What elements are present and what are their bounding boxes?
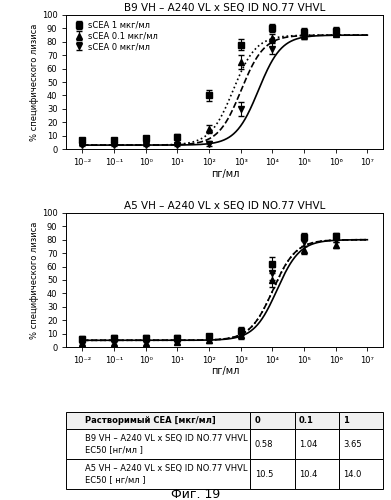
Y-axis label: % специфического лизиса: % специфического лизиса [30, 222, 39, 338]
Title: B9 VH – A240 VL x SEQ ID NO.77 VHVL: B9 VH – A240 VL x SEQ ID NO.77 VHVL [124, 3, 326, 13]
Text: Фиг. 19: Фиг. 19 [171, 488, 220, 500]
X-axis label: пг/мл: пг/мл [211, 168, 239, 178]
Y-axis label: % специфического лизиса: % специфического лизиса [30, 24, 39, 141]
Legend: sCEA 1 мкг/мл, sCEA 0.1 мкг/мл, sCEA 0 мкг/мл: sCEA 1 мкг/мл, sCEA 0.1 мкг/мл, sCEA 0 м… [71, 19, 160, 53]
Title: A5 VH – A240 VL x SEQ ID NO.77 VHVL: A5 VH – A240 VL x SEQ ID NO.77 VHVL [124, 200, 326, 210]
X-axis label: пг/мл: пг/мл [211, 366, 239, 376]
